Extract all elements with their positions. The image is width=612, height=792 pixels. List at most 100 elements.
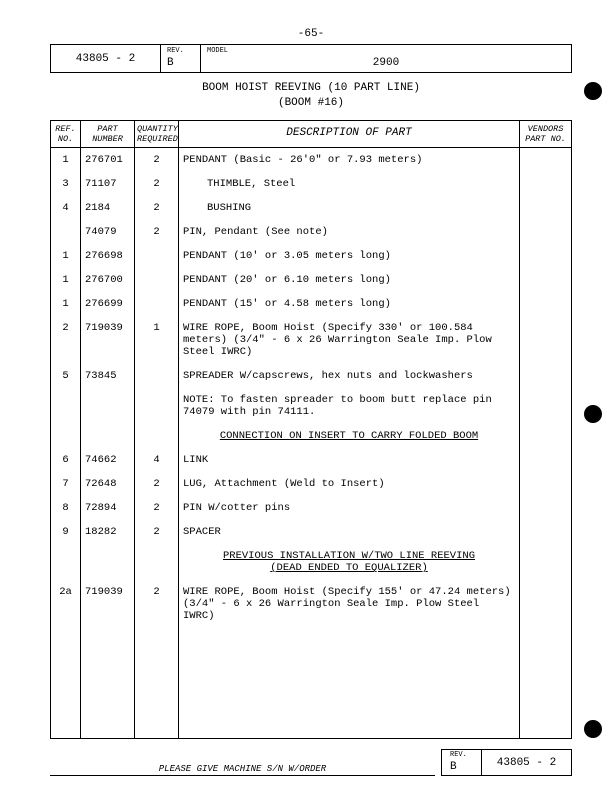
cell-qty: 2 [135,496,179,520]
cell-ref: 9 [51,520,81,544]
punch-hole-icon [584,405,602,423]
table-row: NOTE: To fasten spreader to boom butt re… [51,388,572,424]
cell-vpn [520,220,572,244]
table-row: 8728942 PIN W/cotter pins [51,496,572,520]
footer-caption: PLEASE GIVE MACHINE S/N W/ORDER [50,764,435,776]
cell-vpn [520,364,572,388]
part-description: BUSHING [183,202,251,214]
table-row: 9182822 SPACER [51,520,572,544]
cell-ref: 5 [51,364,81,388]
cell-qty [135,268,179,292]
footer: PLEASE GIVE MACHINE S/N W/ORDER REV. B 4… [50,749,572,776]
cell-ref: 6 [51,448,81,472]
cell-vpn [520,472,572,496]
cell-ref: 1 [51,244,81,268]
table-row: PREVIOUS INSTALLATION W/TWO LINE REEVING… [51,544,572,580]
cell-qty: 2 [135,520,179,544]
cell-vpn [520,268,572,292]
col-qty: QUANTITY REQUIRED [135,120,179,147]
parts-table: REF. NO. PART NUMBER QUANTITY REQUIRED D… [50,120,572,739]
part-description: PIN, Pendant (See note) [183,226,328,238]
part-description: THIMBLE, Steel [183,178,295,190]
header-rev-label: REV. [167,48,194,55]
title-line1: BOOM HOIST REEVING (10 PART LINE) [202,82,420,94]
part-description: PENDANT (20' or 6.10 meters long) [183,274,391,286]
cell-ref: 4 [51,196,81,220]
cell-part: 276699 [81,292,135,316]
cell-qty [135,244,179,268]
cell-qty: 4 [135,448,179,472]
cell-ref: 1 [51,268,81,292]
section-header: CONNECTION ON INSERT TO CARRY FOLDED BOO… [183,430,515,442]
col-vpn: VENDORS PART NO. [520,120,572,147]
table-row: 27190391WIRE ROPE, Boom Hoist (Specify 3… [51,316,572,364]
table-row: 573845 SPREADER W/capscrews, hex nuts and… [51,364,572,388]
cell-qty: 2 [135,472,179,496]
cell-ref: 3 [51,172,81,196]
cell-qty: 2 [135,172,179,196]
part-description: PIN W/cotter pins [183,502,290,514]
header-table: 43805 - 2 REV. B MODEL 2900 [50,44,572,73]
table-row: 1276700PENDANT (20' or 6.10 meters long) [51,268,572,292]
cell-qty [135,292,179,316]
cell-ref: 2a [51,580,81,628]
cell-part: 73845 [81,364,135,388]
part-description: PENDANT (10' or 3.05 meters long) [183,250,391,262]
cell-part: 276698 [81,244,135,268]
cell-vpn [520,148,572,173]
part-description: SPREADER W/capscrews, hex nuts and lockw… [183,370,473,382]
footer-docno: 43805 - 2 [482,750,572,776]
table-row [51,628,572,738]
header-model-label: MODEL [207,48,565,55]
cell-vpn [520,448,572,472]
page-number: -65- [50,28,572,40]
cell-qty: 2 [135,148,179,173]
cell-vpn [520,496,572,520]
cell-vpn [520,580,572,628]
cell-vpn [520,520,572,544]
cell-vpn [520,196,572,220]
part-description: LINK [183,454,208,466]
table-row: 740792 PIN, Pendant (See note) [51,220,572,244]
part-description: LUG, Attachment (Weld to Insert) [183,478,385,490]
cell-qty: 2 [135,580,179,628]
cell-part: 719039 [81,580,135,628]
cell-part: 74079 [81,220,135,244]
part-description: PENDANT (15' or 4.58 meters long) [183,298,391,310]
title-block: BOOM HOIST REEVING (10 PART LINE) (BOOM … [50,81,572,112]
cell-qty [135,364,179,388]
section-header: PREVIOUS INSTALLATION W/TWO LINE REEVING… [183,550,515,574]
col-desc: DESCRIPTION OF PART [179,120,520,147]
table-row: 1276698 PENDANT (10' or 3.05 meters long) [51,244,572,268]
footer-rev: B [450,761,457,773]
cell-part: 74662 [81,448,135,472]
part-description: WIRE ROPE, Boom Hoist (Specify 330' or 1… [183,322,492,358]
table-row: 6746624 LINK [51,448,572,472]
cell-ref: 7 [51,472,81,496]
cell-vpn [520,292,572,316]
cell-qty: 2 [135,220,179,244]
part-description: PENDANT (Basic - 26'0" or 7.93 meters) [183,154,422,166]
cell-ref: 1 [51,148,81,173]
cell-part: 2184 [81,196,135,220]
cell-ref: 8 [51,496,81,520]
part-description: WIRE ROPE, Boom Hoist (Specify 155' or 4… [183,586,511,622]
cell-vpn [520,316,572,364]
footer-table: REV. B 43805 - 2 [441,749,572,776]
table-row: 3711072 THIMBLE, Steel [51,172,572,196]
part-description: SPACER [183,526,221,538]
table-row: 7726482LUG, Attachment (Weld to Insert) [51,472,572,496]
footer-rev-label: REV. [450,752,473,759]
header-rev: B [167,57,174,69]
table-row: 1276699PENDANT (15' or 4.58 meters long) [51,292,572,316]
cell-part: 18282 [81,520,135,544]
cell-part: 276701 [81,148,135,173]
cell-part: 71107 [81,172,135,196]
table-row: 2a7190392WIRE ROPE, Boom Hoist (Specify … [51,580,572,628]
header-model: 2900 [207,57,565,69]
col-part: PART NUMBER [81,120,135,147]
cell-part: 72894 [81,496,135,520]
note-text: NOTE: To fasten spreader to boom butt re… [183,394,515,418]
punch-hole-icon [584,720,602,738]
cell-ref [51,220,81,244]
